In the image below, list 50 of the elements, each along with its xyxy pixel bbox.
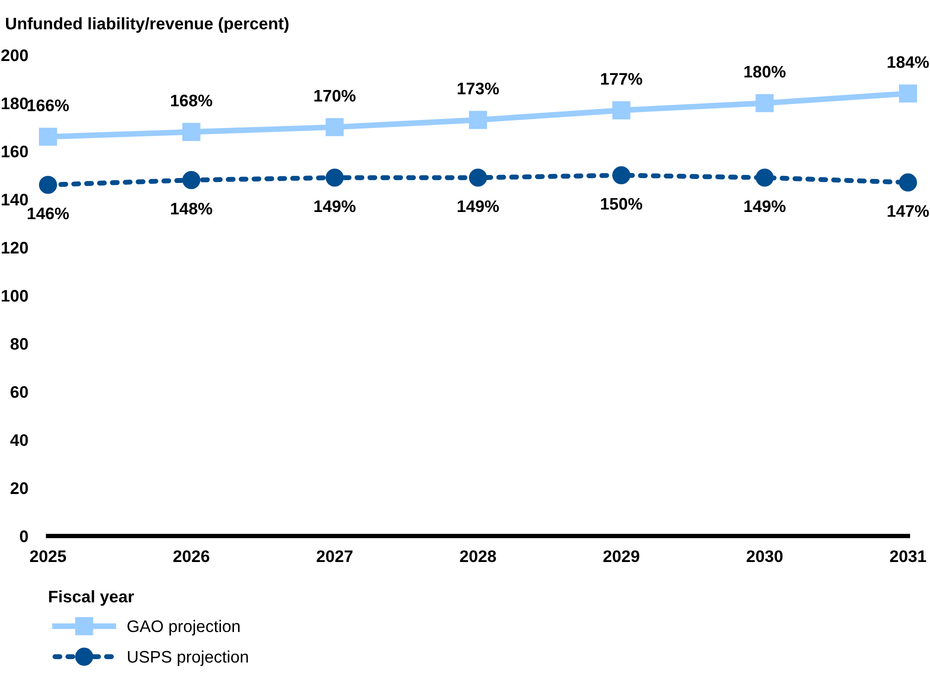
x-tick-label: 2026 bbox=[173, 550, 210, 562]
data-label: 170% bbox=[314, 90, 356, 102]
point bbox=[898, 173, 918, 192]
data-label: 168% bbox=[171, 94, 212, 106]
point bbox=[38, 128, 58, 146]
data-label: 148% bbox=[171, 202, 212, 215]
data-label: 173% bbox=[458, 82, 499, 94]
legend-label: GAO projection bbox=[128, 620, 240, 636]
point bbox=[612, 101, 630, 120]
point bbox=[326, 118, 344, 136]
legend-label: USPS projection bbox=[128, 650, 248, 666]
data-label: 149% bbox=[744, 200, 786, 212]
x-tick-label: 2031 bbox=[890, 550, 926, 562]
y-tick-label: 100 bbox=[2, 290, 28, 302]
y-tick-label: 60 bbox=[10, 386, 28, 398]
y-tick-label: 180 bbox=[2, 98, 28, 110]
point bbox=[468, 110, 488, 129]
x-tick-label: 2028 bbox=[460, 550, 496, 562]
point bbox=[756, 94, 774, 112]
data-label: 177% bbox=[601, 73, 642, 85]
x-tick-label: 2025 bbox=[30, 550, 66, 562]
data-label: 149% bbox=[458, 200, 499, 212]
y-tick-label: 20 bbox=[10, 482, 28, 494]
point bbox=[612, 166, 630, 184]
point bbox=[898, 84, 918, 103]
point bbox=[182, 171, 200, 190]
point bbox=[326, 168, 344, 187]
data-label: 180% bbox=[744, 66, 786, 78]
data-label: 149% bbox=[314, 200, 356, 212]
x-axis-title: Fiscal year bbox=[49, 590, 134, 606]
data-label: 150% bbox=[601, 198, 642, 210]
data-label: 146% bbox=[28, 208, 69, 220]
x-tick-label: 2027 bbox=[316, 550, 352, 562]
x-tick-label: 2030 bbox=[746, 550, 783, 562]
y-tick-label: 40 bbox=[10, 434, 28, 446]
data-label: 147% bbox=[888, 205, 929, 217]
y-tick-label: 80 bbox=[10, 338, 28, 350]
x-tick-label: 2029 bbox=[603, 550, 640, 562]
data-label: 184% bbox=[888, 56, 929, 68]
point bbox=[756, 168, 774, 187]
point bbox=[182, 122, 200, 141]
data-label: 166% bbox=[28, 99, 69, 112]
y-tick-label: 120 bbox=[2, 242, 28, 254]
y-tick-label: 0 bbox=[20, 530, 28, 542]
y-axis-title: Unfunded liability/revenue (percent) bbox=[6, 17, 288, 33]
point bbox=[38, 176, 58, 194]
point bbox=[468, 168, 488, 187]
y-tick-label: 160 bbox=[2, 146, 28, 158]
y-tick-label: 200 bbox=[1, 49, 28, 62]
y-tick-label: 140 bbox=[2, 194, 28, 206]
